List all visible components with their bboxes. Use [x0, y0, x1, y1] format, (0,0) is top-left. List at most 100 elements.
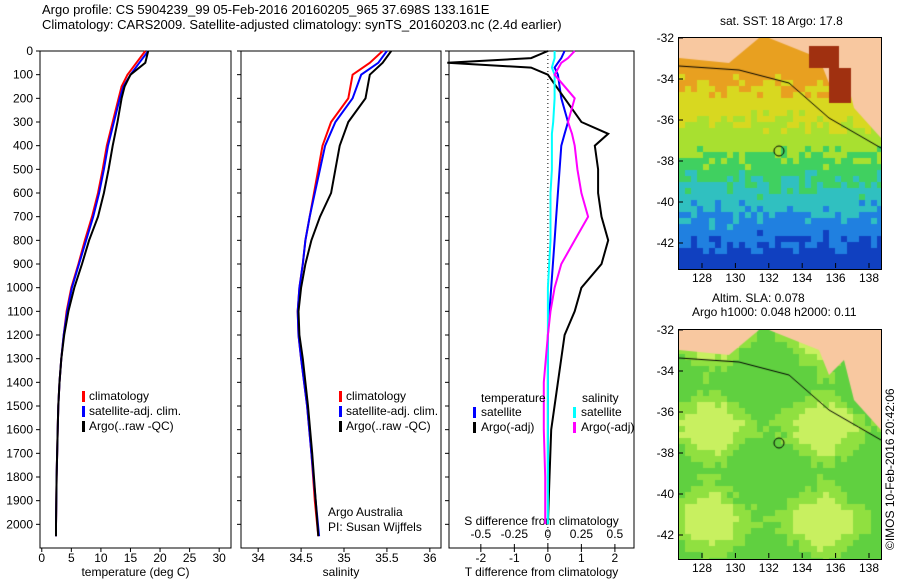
- legend-label: satellite-adj. clim.: [89, 404, 181, 418]
- lon-tick-label: 132: [759, 271, 779, 285]
- legend-swatch: [82, 406, 85, 417]
- legend-label: Argo(..raw -QC): [346, 419, 431, 433]
- x-tick-label: 10: [94, 551, 108, 565]
- depth-tick-label: 400: [13, 139, 33, 153]
- lon-tick-label: 132: [759, 561, 779, 575]
- legend-label: Argo(-adj): [581, 420, 634, 434]
- series-line-argo-raw-qc-: [55, 50, 150, 537]
- legend-label: satellite-adj. clim.: [346, 404, 438, 418]
- x-tick-label: 25: [183, 551, 197, 565]
- x-tick-label: 20: [153, 551, 167, 565]
- annotation: Argo Australia: [328, 505, 403, 519]
- depth-tick-label: 100: [13, 68, 33, 82]
- legend-swatch: [339, 391, 342, 402]
- lat-tick-label: -42: [657, 236, 675, 250]
- depth-tick-label: 1500: [6, 399, 33, 413]
- depth-tick-label: 1000: [6, 281, 33, 295]
- lon-tick-label: 138: [859, 561, 879, 575]
- s-tick-label: 0.25: [570, 527, 594, 541]
- legend-swatch: [82, 421, 85, 432]
- lon-tick-label: 136: [826, 271, 846, 285]
- series-line-argo-raw-qc-: [297, 50, 393, 537]
- lat-tick-label: -36: [657, 405, 675, 419]
- depth-tick-label: 800: [13, 233, 33, 247]
- lon-tick-label: 130: [725, 561, 745, 575]
- sla-map-title-1: Altim. SLA: 0.078: [712, 291, 805, 305]
- legend-swatch: [573, 407, 576, 418]
- s-tick-label: 0.5: [607, 527, 624, 541]
- credit-text: ©IMOS 10-Feb-2016 20:42:06: [883, 388, 897, 550]
- x-tick-label: 0: [545, 551, 552, 565]
- depth-tick-label: 700: [13, 210, 33, 224]
- depth-tick-label: 900: [13, 257, 33, 271]
- sla-map-title-2: Argo h1000: 0.048 h2000: 0.11: [692, 305, 857, 319]
- legend-swatch: [82, 391, 85, 402]
- lon-tick-label: 128: [692, 561, 712, 575]
- depth-tick-label: 200: [13, 91, 33, 105]
- lon-tick-label: 130: [725, 271, 745, 285]
- lat-tick-label: -38: [657, 446, 675, 460]
- lon-tick-label: 128: [692, 271, 712, 285]
- lat-tick-label: -38: [657, 154, 675, 168]
- plot-frame-0: [39, 50, 232, 549]
- x-tick-label: -2: [476, 551, 487, 565]
- x-tick-label: 1: [578, 551, 585, 565]
- legend-label: Argo(-adj): [481, 420, 534, 434]
- x-tick-label: -1: [509, 551, 520, 565]
- title-line-1: Argo profile: CS 5904239_99 05-Feb-2016 …: [42, 2, 490, 17]
- x-tick-label: 35.5: [375, 551, 399, 565]
- sst-map: [678, 37, 882, 270]
- series-line-s-argo-adj-: [542, 50, 590, 525]
- depth-tick-label: 1100: [7, 304, 33, 318]
- series-line-t-argo-adj-: [447, 50, 611, 525]
- map-raster: [679, 38, 881, 269]
- lat-tick-label: -34: [657, 72, 675, 86]
- depth-tick-label: 1800: [6, 470, 33, 484]
- legend-swatch: [339, 421, 342, 432]
- annotation: PI: Susan Wijffels: [328, 520, 422, 534]
- depth-tick-label: 0: [26, 44, 33, 58]
- plot-frame-1: [240, 50, 442, 549]
- lat-tick-label: -32: [657, 323, 675, 337]
- lon-tick-label: 134: [792, 561, 812, 575]
- sla-map: [678, 329, 882, 560]
- depth-tick-label: 1300: [6, 352, 33, 366]
- legend-label: Argo(..raw -QC): [89, 419, 174, 433]
- legend-swatch: [339, 406, 342, 417]
- x-tick-label: 15: [124, 551, 138, 565]
- map-raster: [679, 330, 881, 559]
- x-tick-label: 34: [251, 551, 265, 565]
- x-tick-label: 35: [337, 551, 351, 565]
- x-tick-label: 2: [612, 551, 619, 565]
- depth-tick-label: 1200: [6, 328, 33, 342]
- x-axis-label: salinity: [323, 565, 360, 579]
- x-tick-label: 30: [212, 551, 226, 565]
- depth-tick-label: 2000: [6, 517, 33, 531]
- lon-tick-label: 138: [859, 271, 879, 285]
- series-line-s-satellite: [546, 51, 556, 525]
- lat-tick-label: -34: [657, 364, 675, 378]
- lon-tick-label: 136: [826, 561, 846, 575]
- lat-tick-label: -40: [657, 487, 675, 501]
- legend-label: climatology: [346, 389, 406, 403]
- s-tick-label: -0.5: [470, 527, 491, 541]
- lat-tick-label: -42: [657, 528, 675, 542]
- s-axis-label: S difference from climatology: [464, 514, 619, 528]
- lat-tick-label: -32: [657, 31, 675, 45]
- lat-tick-label: -40: [657, 195, 675, 209]
- plot-frame-2: [448, 50, 635, 549]
- legend-title-salinity: salinity: [582, 391, 619, 405]
- x-tick-label: 5: [68, 551, 75, 565]
- depth-tick-label: 500: [13, 162, 33, 176]
- x-tick-label: 36: [423, 551, 437, 565]
- x-axis-label: T difference from climatology: [465, 565, 619, 579]
- x-tick-label: 34.5: [289, 551, 313, 565]
- s-tick-label: 0: [545, 527, 552, 541]
- lon-tick-label: 134: [792, 271, 812, 285]
- legend-swatch: [573, 422, 576, 433]
- title-line-2: Climatology: CARS2009. Satellite-adjuste…: [42, 17, 562, 32]
- depth-tick-label: 1600: [6, 423, 33, 437]
- legend-label: climatology: [89, 389, 149, 403]
